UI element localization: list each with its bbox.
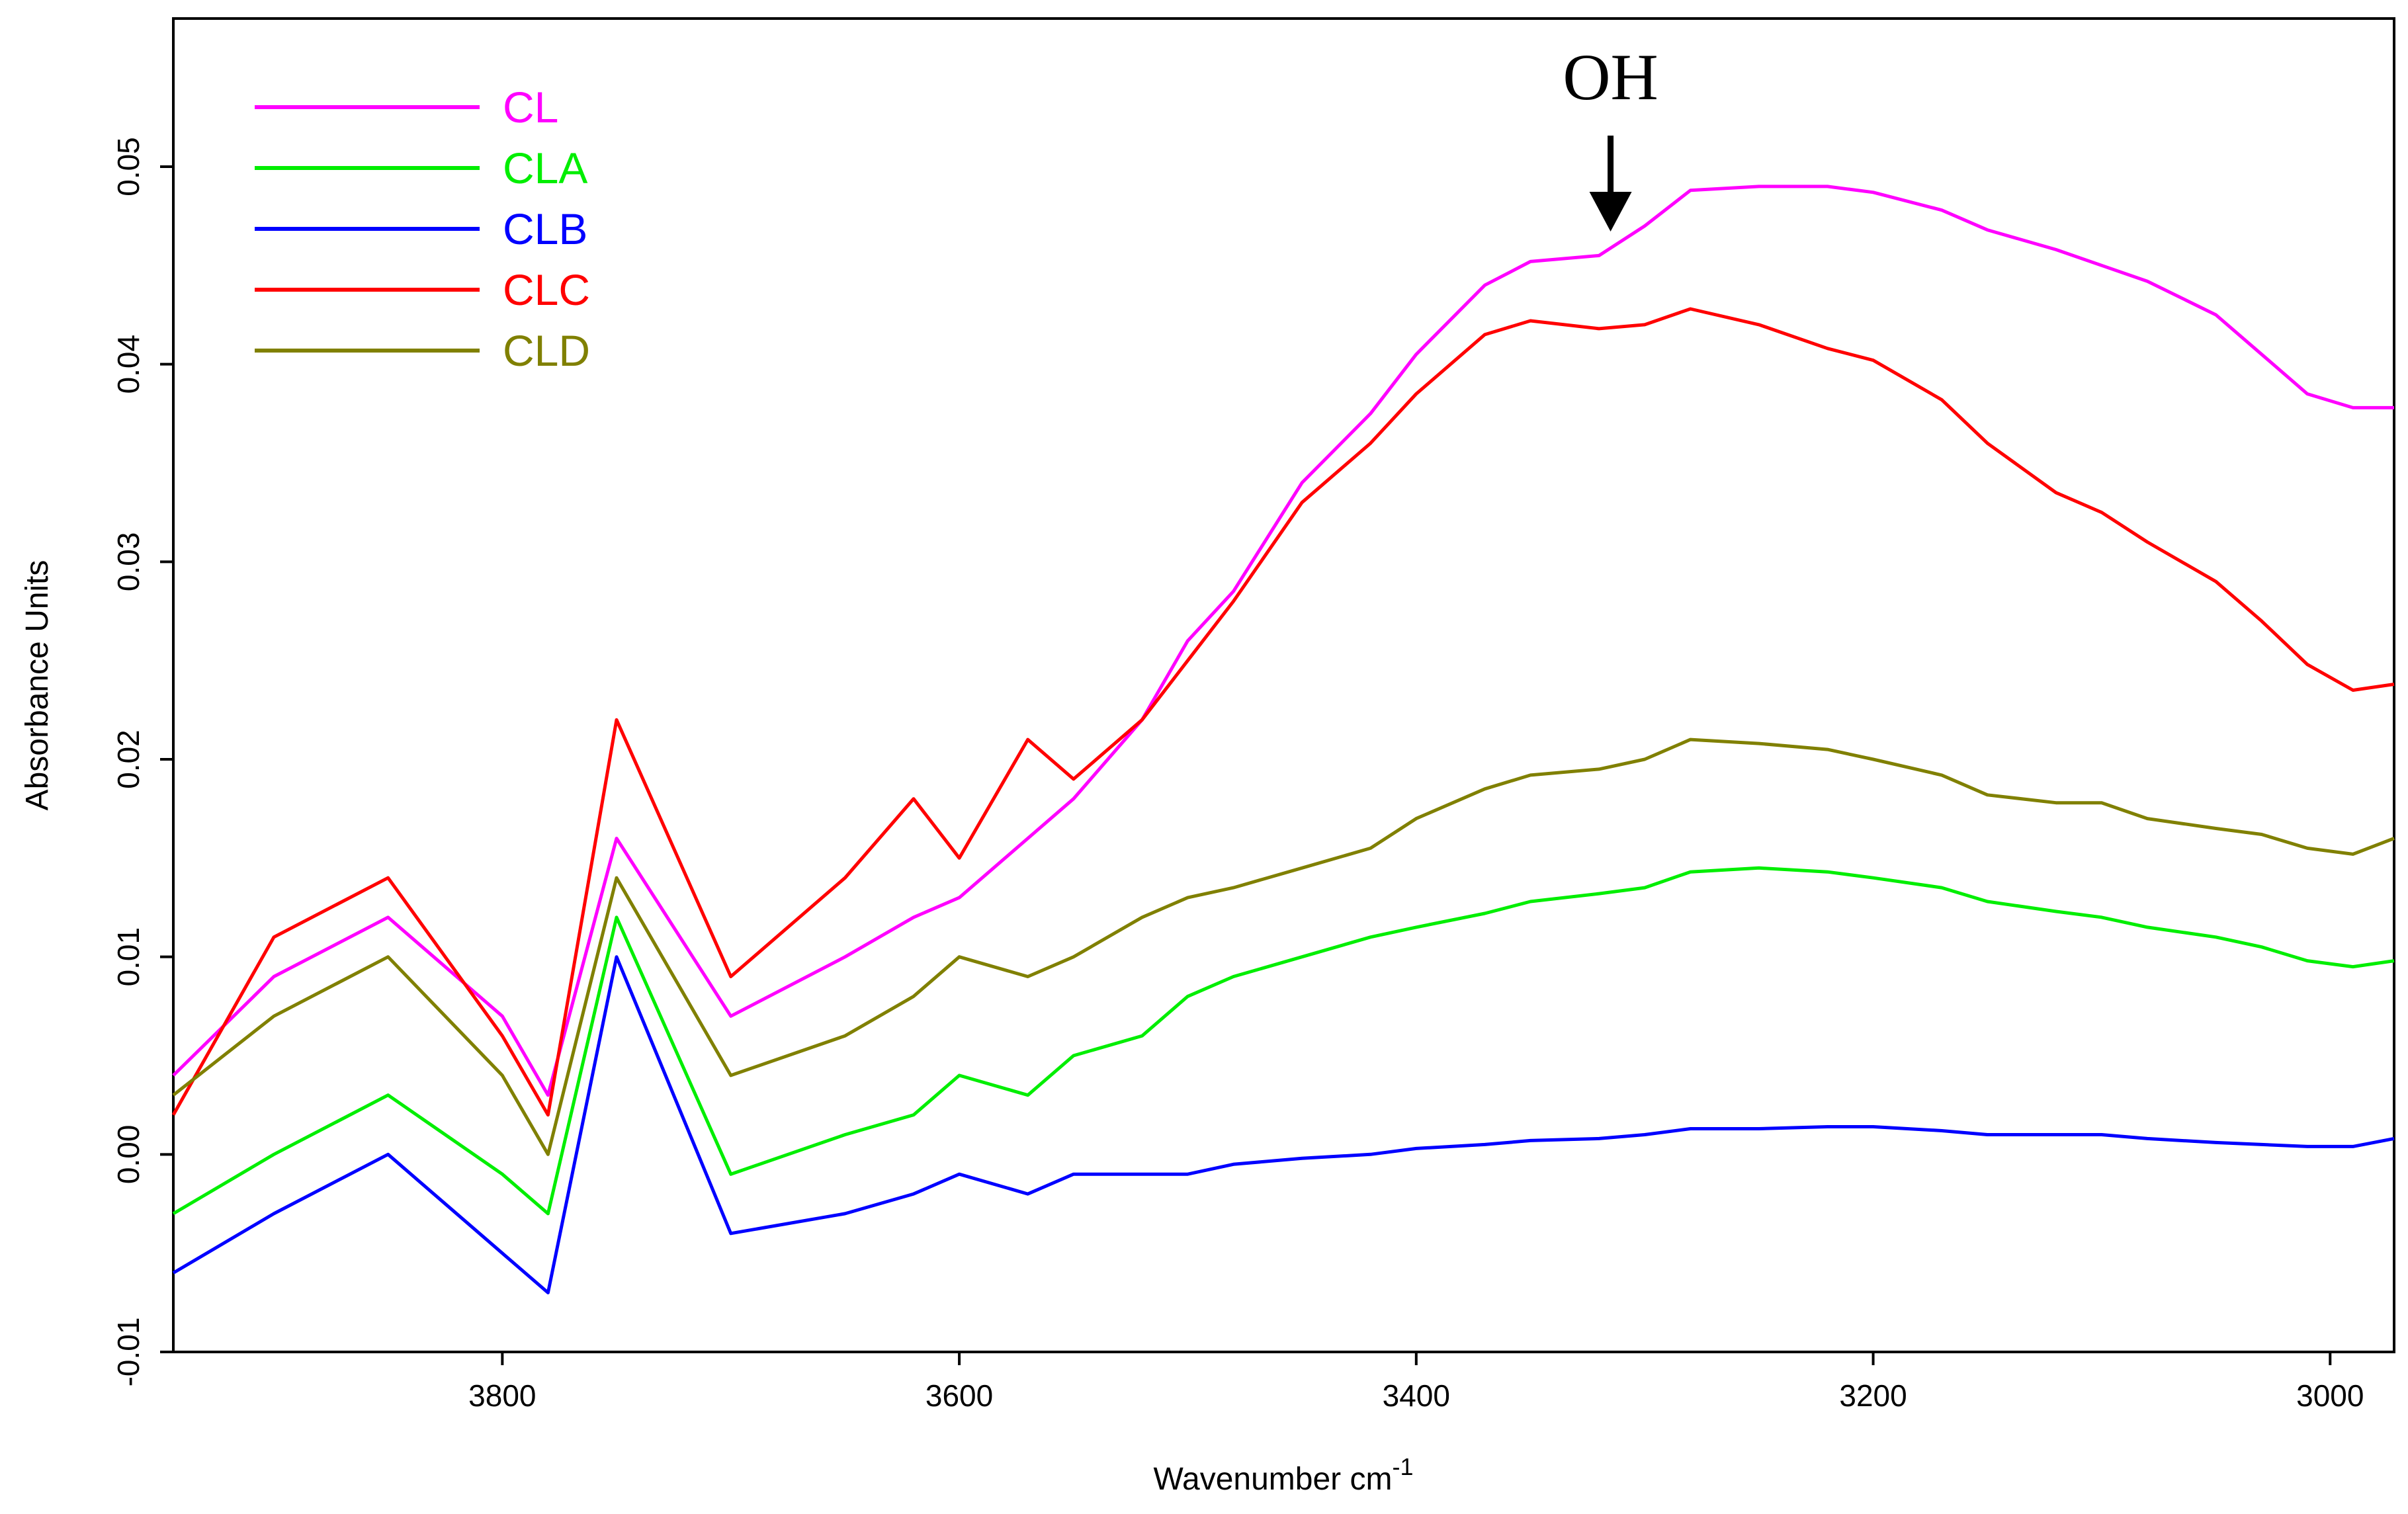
legend-label: CL <box>503 83 558 132</box>
series-line-cld <box>172 737 2395 1156</box>
y-tick-label: 0.05 <box>111 137 146 196</box>
annotation-label: OH <box>1563 40 1658 114</box>
x-tick-label: 3800 <box>468 1378 536 1413</box>
series-line-clc <box>171 307 2395 1117</box>
annotations: OH <box>1563 40 1658 231</box>
legend: CL CLA CLB CLC CLD <box>255 83 590 375</box>
y-axis-title: Absorbance Units <box>20 560 55 811</box>
series-layer <box>171 185 2395 1294</box>
legend-item-clb: CLB <box>255 204 587 253</box>
legend-item-cl: CL <box>255 83 558 132</box>
x-axis-ticks: 3800 3600 3400 3200 3000 <box>468 1352 2364 1413</box>
y-tick-label: 0.01 <box>111 927 146 987</box>
y-tick-label: -0.01 <box>111 1318 146 1387</box>
legend-label: CLC <box>503 265 590 314</box>
legend-label: CLA <box>503 144 587 192</box>
series-line-cl <box>172 185 2394 1097</box>
y-tick-label: 0.04 <box>111 335 146 394</box>
x-tick-label: 3400 <box>1383 1378 1450 1413</box>
y-tick-label: 0.00 <box>111 1125 146 1185</box>
legend-label: CLB <box>503 204 587 253</box>
y-axis-ticks: -0.01 0.00 0.01 0.02 0.03 0.04 0.05 <box>111 137 173 1386</box>
series-line-clb <box>172 955 2395 1294</box>
legend-item-clc: CLC <box>255 265 590 314</box>
x-tick-label: 3200 <box>1839 1378 1907 1413</box>
x-tick-label: 3600 <box>925 1378 993 1413</box>
y-tick-label: 0.02 <box>111 730 146 789</box>
legend-item-cld: CLD <box>255 326 590 375</box>
legend-label: CLD <box>503 326 590 375</box>
x-axis-title: Wavenumber cm-1 <box>1154 1453 1414 1497</box>
arrow-head-icon <box>1589 192 1632 231</box>
series-line-cla <box>172 866 2395 1216</box>
y-tick-label: 0.03 <box>111 532 146 592</box>
x-tick-label: 3000 <box>2296 1378 2364 1413</box>
legend-item-cla: CLA <box>255 144 587 192</box>
